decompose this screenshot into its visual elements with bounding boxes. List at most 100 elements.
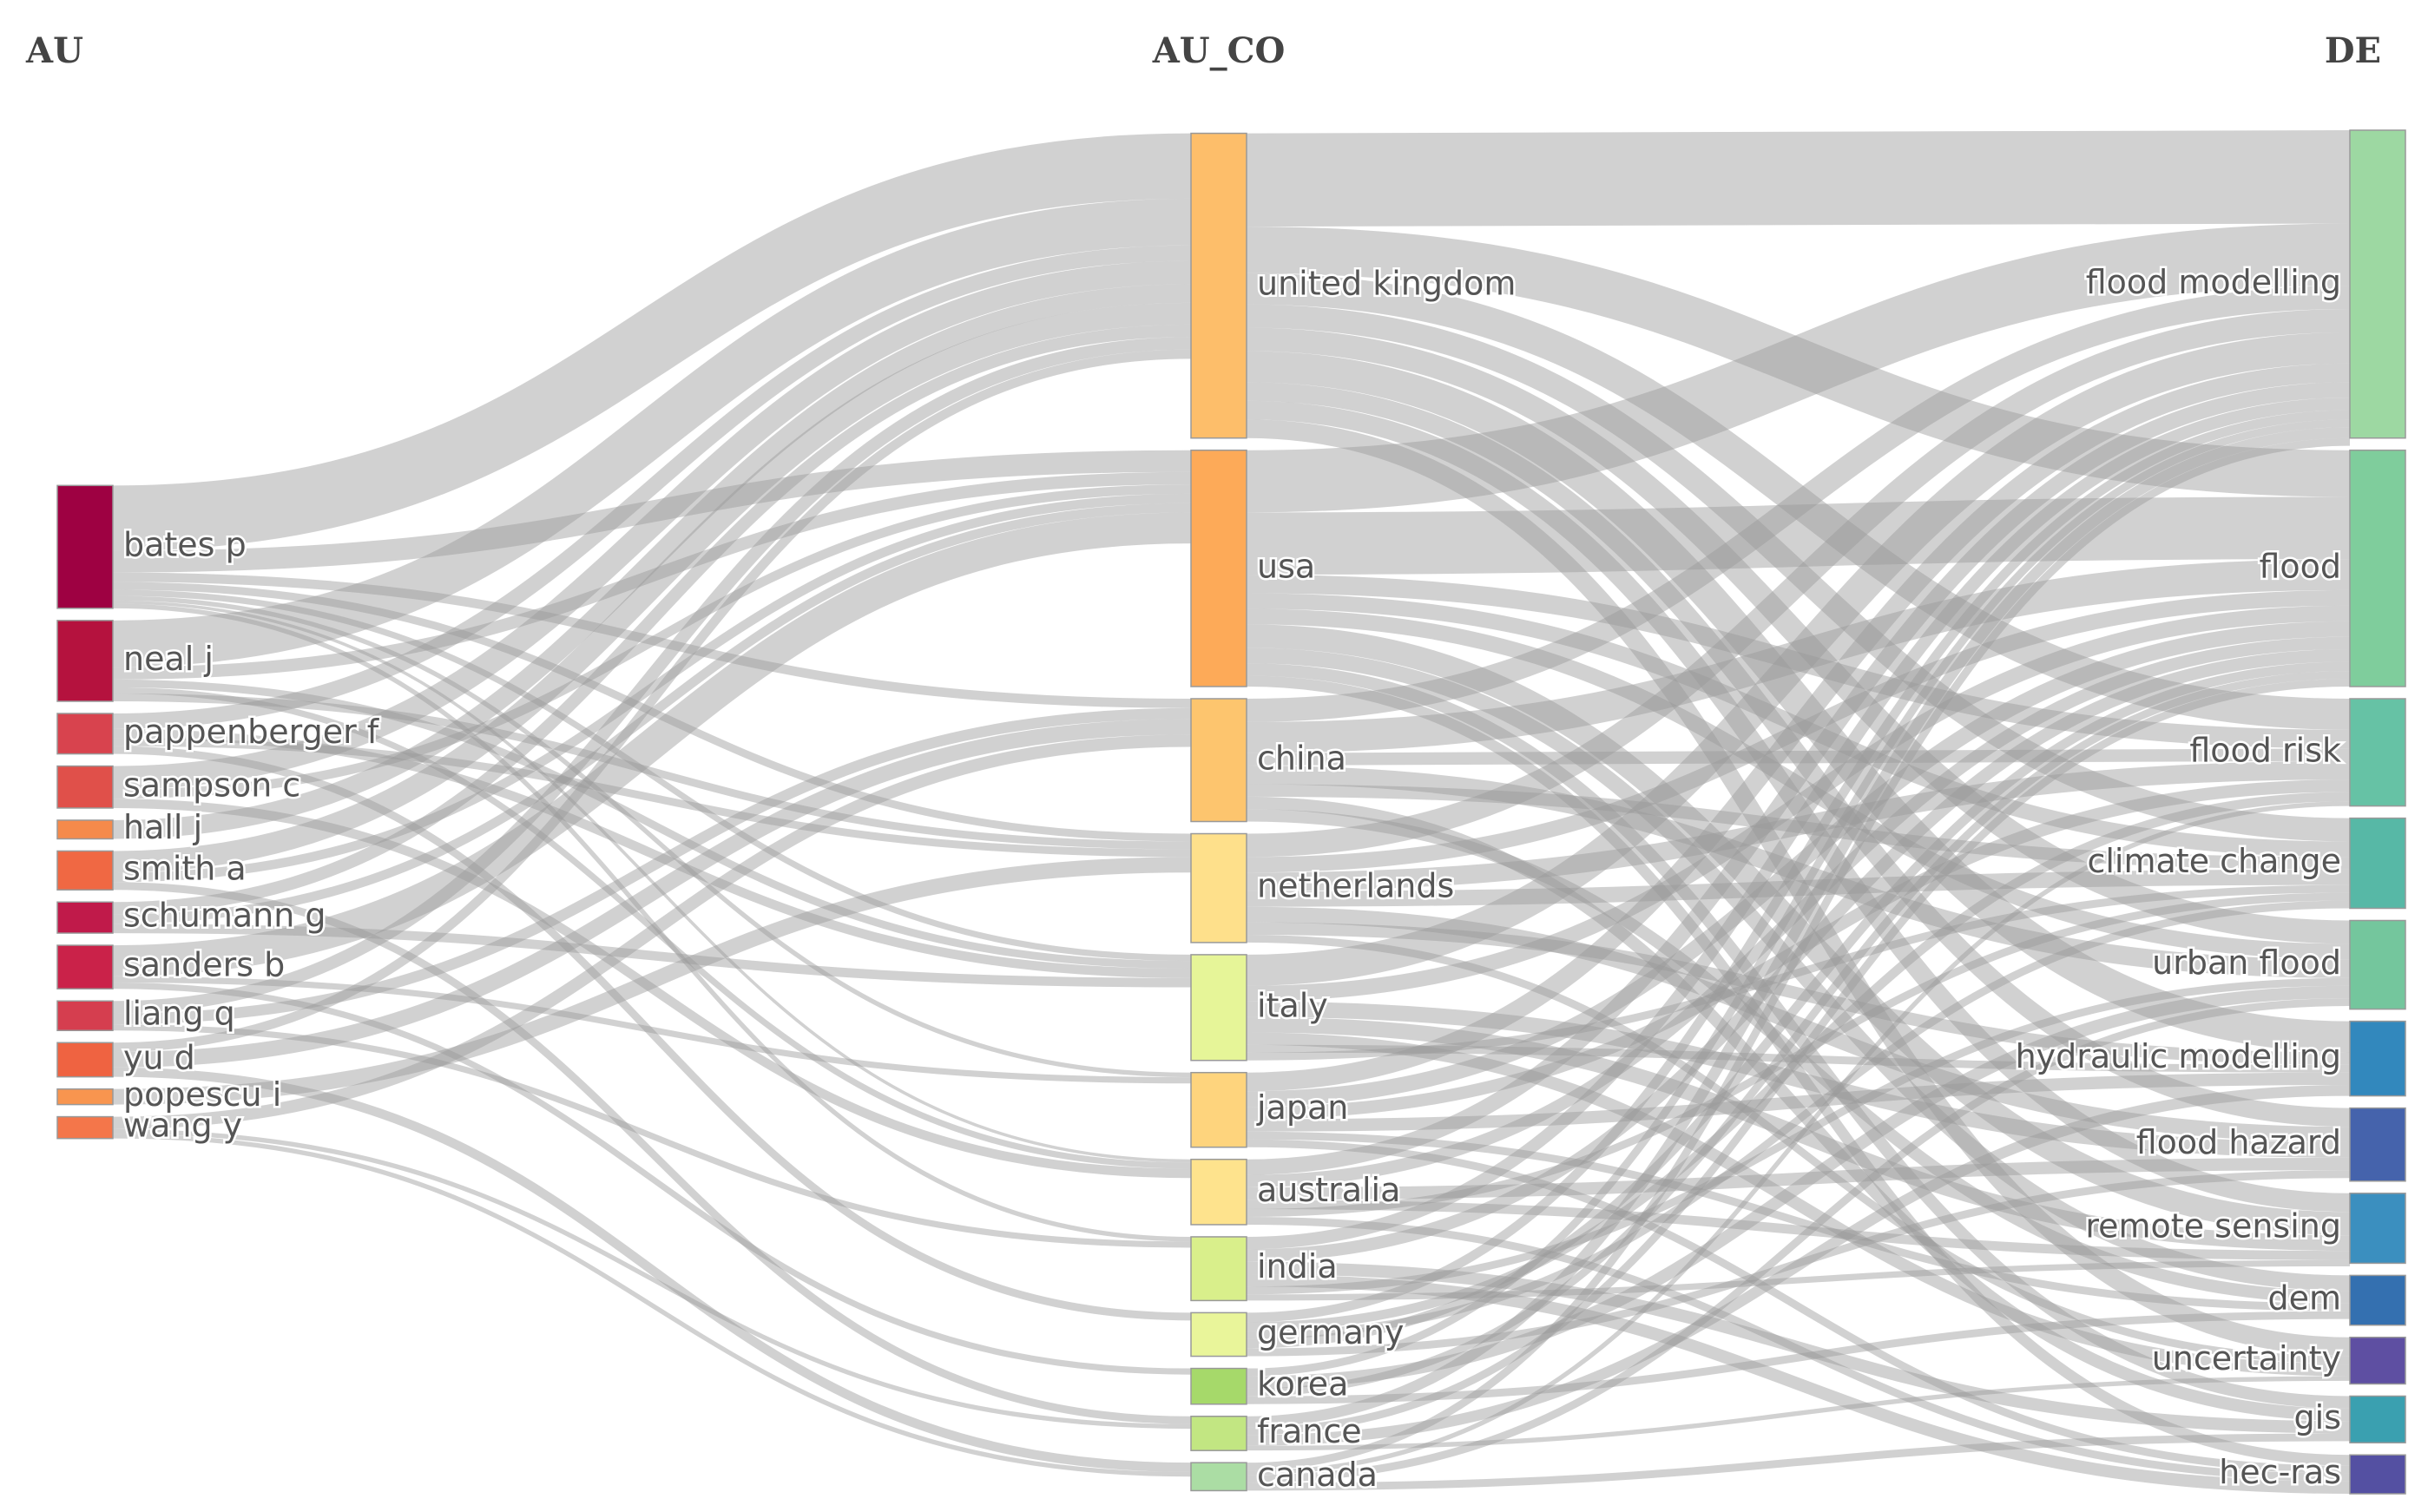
node — [56, 1042, 114, 1078]
node — [1190, 1462, 1247, 1492]
node-label: india — [1257, 1247, 1338, 1285]
link — [1246, 363, 2351, 1092]
node-label: canada — [1257, 1456, 1378, 1494]
link — [1246, 1016, 2351, 1252]
link — [1246, 559, 2351, 753]
link — [112, 503, 1192, 924]
link — [112, 1024, 1192, 1248]
node — [56, 944, 114, 989]
link — [1246, 593, 2351, 858]
link — [1246, 636, 2351, 1187]
link — [1246, 648, 2351, 1262]
link — [1246, 223, 2351, 513]
link — [112, 198, 1192, 667]
node — [2349, 1193, 2406, 1265]
node-label: dem — [2267, 1279, 2341, 1318]
node-label: flood modelling — [2086, 263, 2341, 301]
link — [1246, 884, 2351, 1061]
node-label: urban flood — [2152, 943, 2341, 982]
link — [112, 284, 1192, 839]
node-label: sampson c — [123, 766, 300, 804]
link — [1246, 1261, 2351, 1434]
node-label: smith a — [123, 849, 247, 887]
link — [1246, 892, 2351, 1217]
link — [1246, 351, 2351, 1053]
node-label: gis — [2294, 1398, 2341, 1436]
node-label: sanders b — [123, 946, 285, 984]
node-label: climate change — [2087, 842, 2341, 880]
link — [112, 1128, 1192, 1430]
link — [112, 738, 1192, 858]
node-label: italy — [1257, 986, 1328, 1024]
link — [1246, 1170, 2351, 1357]
link — [112, 582, 1192, 842]
link — [112, 324, 1192, 915]
link — [112, 734, 1192, 1129]
link — [1246, 766, 2351, 978]
links — [112, 130, 2351, 1494]
node-label: schumann g — [123, 897, 326, 935]
link — [1246, 1273, 2351, 1494]
node-label: flood hazard — [2136, 1123, 2341, 1161]
link — [1246, 589, 2351, 873]
link — [112, 589, 1192, 962]
link — [1246, 304, 2351, 842]
link — [112, 450, 1192, 573]
link — [1246, 779, 2351, 1120]
node — [2349, 1020, 2406, 1097]
link — [1246, 496, 2351, 575]
link — [1246, 679, 2351, 1436]
node-label: germany — [1257, 1313, 1404, 1351]
link — [112, 882, 1192, 1424]
link — [1246, 792, 2351, 1331]
link — [112, 595, 1192, 1078]
node — [2349, 817, 2406, 910]
link — [112, 924, 1192, 988]
link — [112, 719, 1192, 1068]
node — [2349, 1336, 2406, 1385]
node — [1190, 698, 1247, 823]
node — [2349, 1274, 2406, 1326]
link — [1246, 1001, 2351, 1158]
node — [1190, 1311, 1247, 1358]
node-label: hall j — [123, 808, 202, 846]
node — [2349, 1454, 2406, 1495]
link — [112, 493, 1192, 883]
node-label: wang y — [123, 1107, 242, 1145]
node — [56, 713, 114, 755]
node-label: france — [1257, 1412, 1362, 1450]
link — [1246, 661, 2351, 1349]
link — [1246, 608, 2351, 960]
link — [1246, 801, 2351, 1476]
node — [1190, 449, 1247, 687]
link — [1246, 382, 2351, 1127]
node-label: australia — [1257, 1171, 1400, 1209]
link — [1246, 1200, 2351, 1260]
link — [1246, 400, 2351, 1213]
link — [1246, 273, 2351, 730]
link — [112, 746, 1192, 1321]
node — [1190, 132, 1247, 439]
link — [1246, 985, 2351, 1389]
node-label: hec-ras — [2219, 1453, 2341, 1491]
column-title: AU_CO — [1152, 30, 1286, 71]
node — [56, 1115, 114, 1140]
node-label: pappenberger f — [123, 713, 380, 751]
node — [56, 1088, 114, 1106]
node-label: uncertainty — [2152, 1339, 2341, 1377]
link — [1246, 900, 2351, 1339]
node-label: neal j — [123, 640, 214, 678]
link — [112, 1134, 1192, 1477]
link — [112, 694, 1192, 850]
link — [112, 603, 1192, 1242]
node-label: yu d — [123, 1038, 195, 1076]
node-label: japan — [1256, 1088, 1348, 1127]
link — [1246, 621, 2351, 1108]
node — [56, 850, 114, 891]
link — [1246, 130, 2351, 227]
link — [1246, 998, 2351, 1483]
link — [1246, 1072, 2351, 1132]
link — [1246, 1085, 2351, 1446]
link — [1246, 906, 2351, 1143]
